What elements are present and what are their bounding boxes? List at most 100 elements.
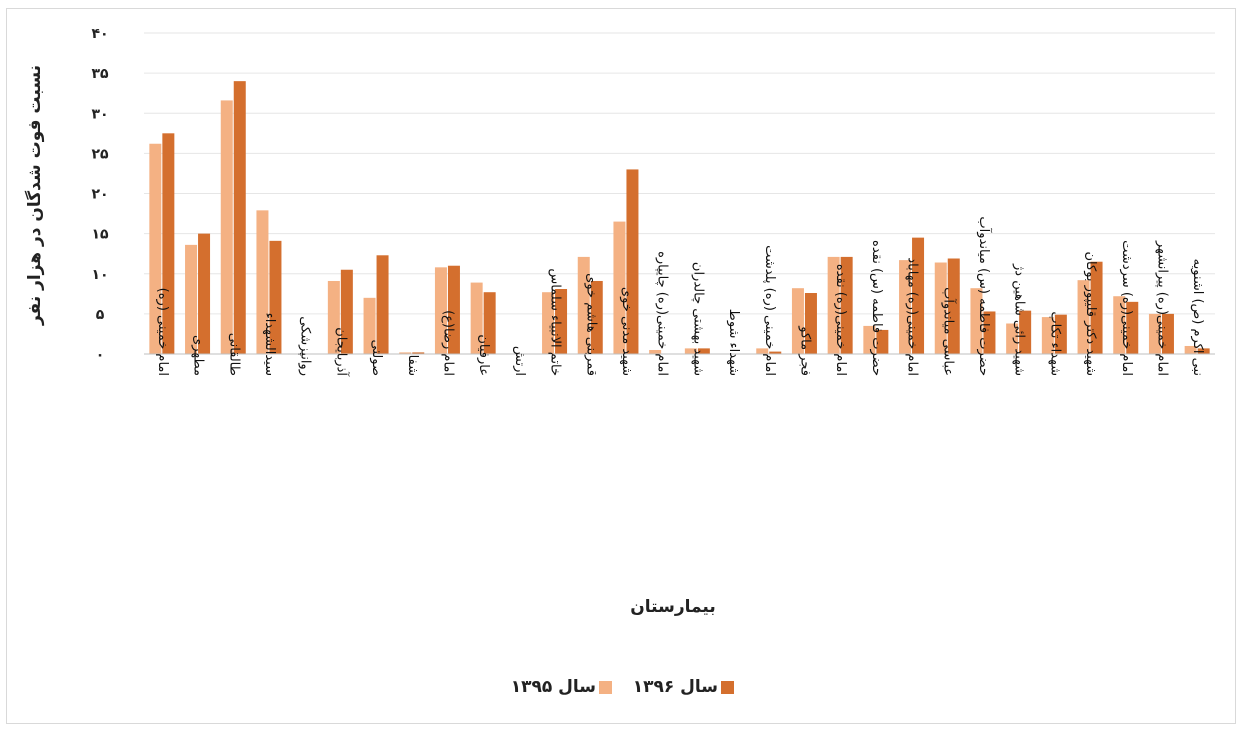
bar-1395 xyxy=(1113,296,1126,354)
x-axis-title: بیمارستان xyxy=(630,597,715,617)
bar-1395 xyxy=(256,210,269,354)
bar-1396 xyxy=(804,293,817,354)
bar-1395 xyxy=(542,292,555,354)
bar-1395 xyxy=(899,260,912,354)
x-tick-label: نبی اکرم (ص) اشنویه xyxy=(1190,259,1205,376)
bar-1396 xyxy=(162,133,175,354)
y-tick-label: ۳۰ xyxy=(91,106,108,122)
bar-1395 xyxy=(756,348,769,354)
bar-1396 xyxy=(1054,314,1067,354)
x-tick-label: روانپزشکی xyxy=(298,316,313,376)
x-tick-label: صولتی xyxy=(369,340,384,376)
bar-1395 xyxy=(649,349,662,354)
bar-1395 xyxy=(1148,313,1161,354)
x-tick-label: قمربنی هاشم خوی xyxy=(583,273,598,376)
x-tick-label: عارفیان xyxy=(476,334,491,376)
bar-1396 xyxy=(769,351,782,354)
bar-1396 xyxy=(1197,348,1210,354)
y-tick-label: ۲۵ xyxy=(91,146,109,162)
bar-1395 xyxy=(791,288,804,354)
y-tick-label: ۴۰ xyxy=(91,26,108,42)
bar-1396 xyxy=(1126,301,1139,354)
bar-1396 xyxy=(1019,310,1032,354)
x-tick-label: امام خمینی(ره) نقده xyxy=(833,264,848,376)
y-tick-label: ۱۵ xyxy=(91,227,109,243)
x-tick-label: شهید رائی شاهین دژ xyxy=(1012,263,1027,376)
y-tick-label: ۱۰ xyxy=(91,267,108,283)
bar-1395 xyxy=(613,221,626,354)
x-tick-label: فجر ماکو xyxy=(797,325,812,376)
bar-1396 xyxy=(1161,313,1174,354)
bar-1396 xyxy=(590,280,603,354)
bar-1395 xyxy=(434,267,447,354)
x-tick-label: خاتم الانبیاء سلماس xyxy=(548,268,563,376)
gridlines xyxy=(144,32,1215,315)
legend-label-1395: سال ۱۳۹۵ xyxy=(511,677,596,697)
bar-1395 xyxy=(577,256,590,354)
x-tick-label: شهید بهشتی چالدران xyxy=(690,262,705,376)
bar-1395 xyxy=(185,244,198,354)
x-tick-label: طالقانی xyxy=(226,333,241,376)
bar-1396 xyxy=(983,311,996,354)
x-tick-label: سیدالشهداء xyxy=(262,313,277,376)
bar-1396 xyxy=(376,255,389,354)
x-tick-label: شفا xyxy=(405,355,420,376)
legend-swatch-1396 xyxy=(721,681,734,694)
y-tick-label: ۳۵ xyxy=(91,66,109,82)
y-tick-label: ۲۰ xyxy=(91,187,108,203)
bar-1396 xyxy=(198,233,211,354)
x-tick-label: شهداء شوط xyxy=(726,309,741,376)
bar-1395 xyxy=(1041,317,1054,354)
bar-1395 xyxy=(1184,345,1197,354)
bars xyxy=(149,81,1210,355)
bar-1395 xyxy=(863,325,876,354)
bar-1395 xyxy=(363,297,376,354)
chart-frame xyxy=(6,8,1236,724)
legend-swatch-1395 xyxy=(599,681,612,694)
bar-1395 xyxy=(827,256,840,354)
bar-1396 xyxy=(412,352,425,354)
x-tick-label: مطهری xyxy=(191,335,206,376)
x-tick-label: آذربایجان xyxy=(333,327,350,377)
x-tick-label: امام خمینی(ره) چایپاره xyxy=(655,251,670,376)
y-tick-label: ۰ xyxy=(96,347,105,363)
bar-1396 xyxy=(269,240,282,354)
x-tick-label: عباسی میاندوآب xyxy=(940,287,957,376)
x-axis-ticks: امام خمینی (ره) مطهری طالقانی سیدالشهداء روا… xyxy=(155,216,1205,377)
x-tick-label: ارتش xyxy=(512,346,527,376)
legend: سال ۱۳۹۶ سال ۱۳۹۵ xyxy=(511,677,734,697)
x-tick-label: امام خمینی (ره) xyxy=(155,288,170,376)
x-tick-label: حضرت فاطمه (س) میاندوآب xyxy=(976,216,993,376)
bar-1395 xyxy=(399,352,412,354)
x-tick-label: شهید دکتر قلیپور بوکان xyxy=(1083,252,1098,377)
bar-1395 xyxy=(1006,323,1019,354)
bar-1396 xyxy=(626,169,639,354)
x-tick-label: امام رضا(ع) xyxy=(440,310,455,376)
x-tick-label: امام خمینی(ره) سردشت xyxy=(1119,240,1134,376)
bar-1396 xyxy=(340,269,353,354)
bar-1396 xyxy=(1090,261,1103,354)
bar-1395 xyxy=(470,282,483,354)
bar-1395 xyxy=(1077,280,1090,354)
bar-1395 xyxy=(149,143,162,354)
y-axis-ticks: ۰ ۵ ۱۰ ۱۵ ۲۰ ۲۵ ۳۰ ۳۵ ۴۰ xyxy=(91,26,109,363)
bar-1395 xyxy=(934,262,947,354)
legend-label-1396: سال ۱۳۹۶ xyxy=(633,677,718,697)
bar-1396 xyxy=(447,265,460,354)
bar-1396 xyxy=(697,348,710,354)
x-tick-label: امام خمینی(ره) مهاباد xyxy=(905,257,920,376)
bar-1396 xyxy=(912,237,925,354)
x-tick-label: حضرت فاطمه (س) نقده xyxy=(869,240,884,376)
x-tick-label: شهداء تکاب xyxy=(1047,311,1062,376)
bar-1395 xyxy=(970,288,983,354)
bar-1396 xyxy=(233,81,246,355)
x-tick-label: امام خمینی (ره) پلدشت xyxy=(762,245,777,376)
bar-1396 xyxy=(840,256,853,354)
y-tick-label: ۵ xyxy=(96,307,105,323)
bar-1396 xyxy=(947,258,960,354)
bar-1396 xyxy=(555,288,568,354)
x-tick-label: امام خمینی(ره) پیرانشهر xyxy=(1154,240,1169,376)
x-tick-label: شهید مدنی خوی xyxy=(619,287,634,376)
bar-1395 xyxy=(684,348,697,354)
